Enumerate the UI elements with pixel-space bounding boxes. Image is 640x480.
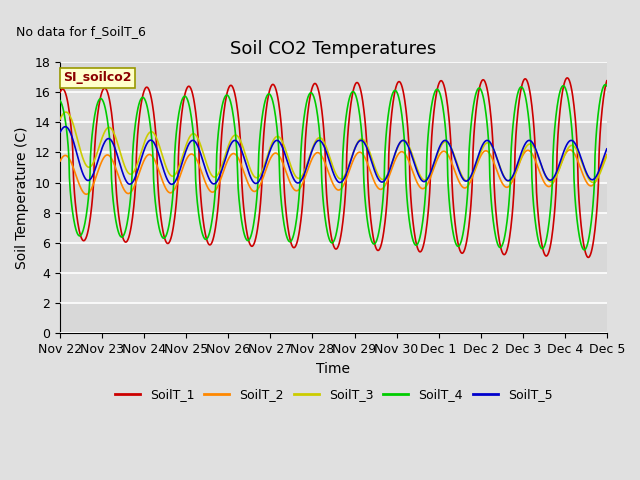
Y-axis label: Soil Temperature (C): Soil Temperature (C) xyxy=(15,126,29,269)
Bar xyxy=(60,303,607,334)
Bar xyxy=(60,243,607,273)
Bar xyxy=(60,273,607,303)
Text: SI_soilco2: SI_soilco2 xyxy=(63,72,131,84)
Bar xyxy=(60,92,607,122)
Title: Soil CO2 Temperatures: Soil CO2 Temperatures xyxy=(230,40,436,58)
Bar xyxy=(60,213,607,243)
Bar xyxy=(60,182,607,213)
Legend: SoilT_1, SoilT_2, SoilT_3, SoilT_4, SoilT_5: SoilT_1, SoilT_2, SoilT_3, SoilT_4, Soil… xyxy=(109,383,557,406)
Bar xyxy=(60,122,607,153)
Text: No data for f_SoilT_6: No data for f_SoilT_6 xyxy=(17,25,147,38)
Bar xyxy=(60,62,607,92)
X-axis label: Time: Time xyxy=(317,362,351,376)
Bar xyxy=(60,153,607,182)
